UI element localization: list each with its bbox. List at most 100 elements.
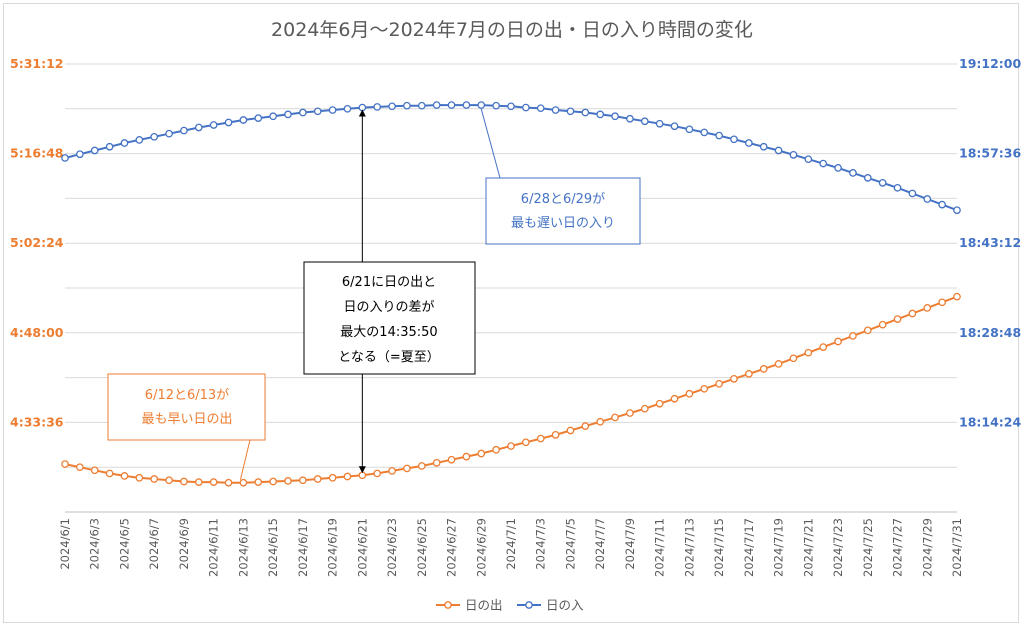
x-tick-label: 2024/7/15 bbox=[712, 518, 726, 577]
callout-solstice-box bbox=[303, 261, 476, 375]
sunrise-point bbox=[373, 469, 382, 478]
sunset-point bbox=[596, 110, 605, 119]
sunrise-point bbox=[135, 473, 144, 482]
sunrise-point bbox=[938, 298, 946, 307]
sunset-point bbox=[165, 129, 173, 138]
solstice-arrowhead-top bbox=[358, 109, 366, 117]
callout-earliest-sunrise-leader bbox=[239, 439, 251, 480]
legend: 日の出 日の入 bbox=[436, 598, 584, 613]
sunset-point bbox=[551, 106, 560, 114]
sunset-point bbox=[432, 101, 441, 109]
x-tick-label: 2024/6/21 bbox=[355, 518, 369, 577]
sunset-point bbox=[120, 139, 129, 147]
x-tick-label: 2024/7/29 bbox=[920, 518, 934, 577]
y-right-tick-label: 18:57:36 bbox=[959, 146, 1021, 161]
sunrise-point bbox=[685, 389, 694, 398]
x-tick-label: 2024/6/19 bbox=[326, 518, 340, 577]
sunset-point bbox=[908, 189, 917, 198]
x-tick-label: 2024/7/31 bbox=[950, 518, 964, 577]
sunset-point bbox=[90, 146, 99, 155]
sunset-point bbox=[730, 135, 738, 144]
sunrise-point bbox=[90, 466, 99, 475]
y-left-tick-label: 4:33:36 bbox=[10, 414, 64, 429]
sunrise-point bbox=[254, 478, 263, 486]
sunrise-point bbox=[194, 478, 203, 486]
x-tick-label: 2024/6/23 bbox=[385, 518, 399, 577]
sunset-point bbox=[194, 123, 203, 132]
sunset-point bbox=[566, 107, 575, 116]
x-tick-label: 2024/6/11 bbox=[207, 518, 221, 577]
sunrise-point bbox=[313, 475, 322, 483]
x-axis: 2024/6/1 2024/6/3 2024/6/5 2024/6/7 2024/6/9… bbox=[58, 518, 964, 577]
sunrise-point bbox=[819, 343, 828, 351]
x-tick-label: 2024/6/13 bbox=[236, 518, 250, 577]
sunrise-point bbox=[611, 413, 619, 422]
sunset-point bbox=[804, 155, 813, 164]
sunrise-point bbox=[745, 370, 753, 378]
y-left-tick-label: 5:02:24 bbox=[10, 235, 64, 250]
sunset-point bbox=[685, 125, 694, 134]
sunrise-point bbox=[626, 409, 634, 417]
y-left-tick-label: 5:31:12 bbox=[10, 56, 64, 71]
x-tick-label: 2024/7/25 bbox=[861, 518, 875, 577]
y-right-tick-label: 18:28:48 bbox=[959, 325, 1021, 340]
sunset-point bbox=[150, 132, 159, 141]
sunrise-point bbox=[343, 472, 352, 481]
callout-solstice-text: 6/21に日の出と bbox=[342, 275, 436, 290]
sunrise-point bbox=[849, 332, 857, 340]
callout-earliest-sunrise-box bbox=[107, 373, 266, 441]
sunset-point bbox=[923, 195, 932, 203]
sunset-point bbox=[522, 103, 530, 112]
sunrise-point bbox=[655, 399, 664, 408]
sunset-point bbox=[417, 101, 426, 110]
sunset-point bbox=[670, 122, 679, 131]
callout-latest-sunset-box bbox=[485, 177, 641, 245]
sunset-point bbox=[774, 146, 783, 155]
sunset-point bbox=[477, 101, 486, 109]
x-tick-label: 2024/6/25 bbox=[415, 518, 429, 577]
sunset-point bbox=[640, 117, 649, 126]
sunrise-point bbox=[209, 478, 218, 486]
sunrise-point bbox=[507, 442, 515, 450]
sunrise-point bbox=[551, 430, 560, 439]
y-right-tick-label: 18:14:24 bbox=[959, 414, 1021, 429]
sunset-point bbox=[269, 112, 277, 121]
sunrise-point bbox=[388, 467, 396, 475]
series-group bbox=[61, 101, 961, 487]
x-tick-label: 2024/7/17 bbox=[742, 518, 756, 577]
sunset-point bbox=[611, 112, 619, 121]
sunrise-point bbox=[923, 304, 932, 312]
sunrise-point bbox=[700, 384, 709, 393]
solstice-arrowhead-bottom bbox=[358, 466, 366, 474]
sunrise-point bbox=[581, 422, 590, 430]
sunrise-point bbox=[284, 477, 292, 485]
legend-marker bbox=[444, 601, 452, 609]
sunset-point bbox=[254, 114, 263, 122]
sunrise-point bbox=[566, 426, 575, 435]
x-tick-label: 2024/6/15 bbox=[266, 518, 280, 577]
y-right-tick-label: 19:12:00 bbox=[959, 56, 1021, 71]
sunset-point bbox=[953, 206, 961, 215]
sunrise-point bbox=[908, 309, 917, 318]
sunrise-point bbox=[239, 478, 248, 487]
sunrise-point bbox=[536, 434, 545, 443]
sunset-point bbox=[135, 136, 144, 144]
x-tick-label: 2024/7/5 bbox=[563, 518, 577, 570]
x-tick-label: 2024/7/11 bbox=[653, 518, 667, 577]
sunrise-point bbox=[477, 449, 486, 458]
gridlines bbox=[65, 63, 957, 513]
sunset-point bbox=[849, 169, 857, 177]
x-tick-label: 2024/7/1 bbox=[504, 518, 518, 570]
sunrise-point bbox=[759, 365, 768, 373]
callout-latest-sunset-leader bbox=[480, 108, 501, 179]
sunset-point bbox=[938, 200, 946, 209]
callout-earliest-sunrise-text: 最も早い日の出 bbox=[141, 412, 232, 427]
sunset-point bbox=[655, 119, 664, 128]
x-tick-label: 2024/6/1 bbox=[58, 518, 72, 570]
sunset-point bbox=[284, 110, 292, 119]
sunrise-point bbox=[417, 462, 426, 470]
sunrise-point bbox=[834, 337, 842, 346]
sunrise-point bbox=[863, 326, 872, 335]
